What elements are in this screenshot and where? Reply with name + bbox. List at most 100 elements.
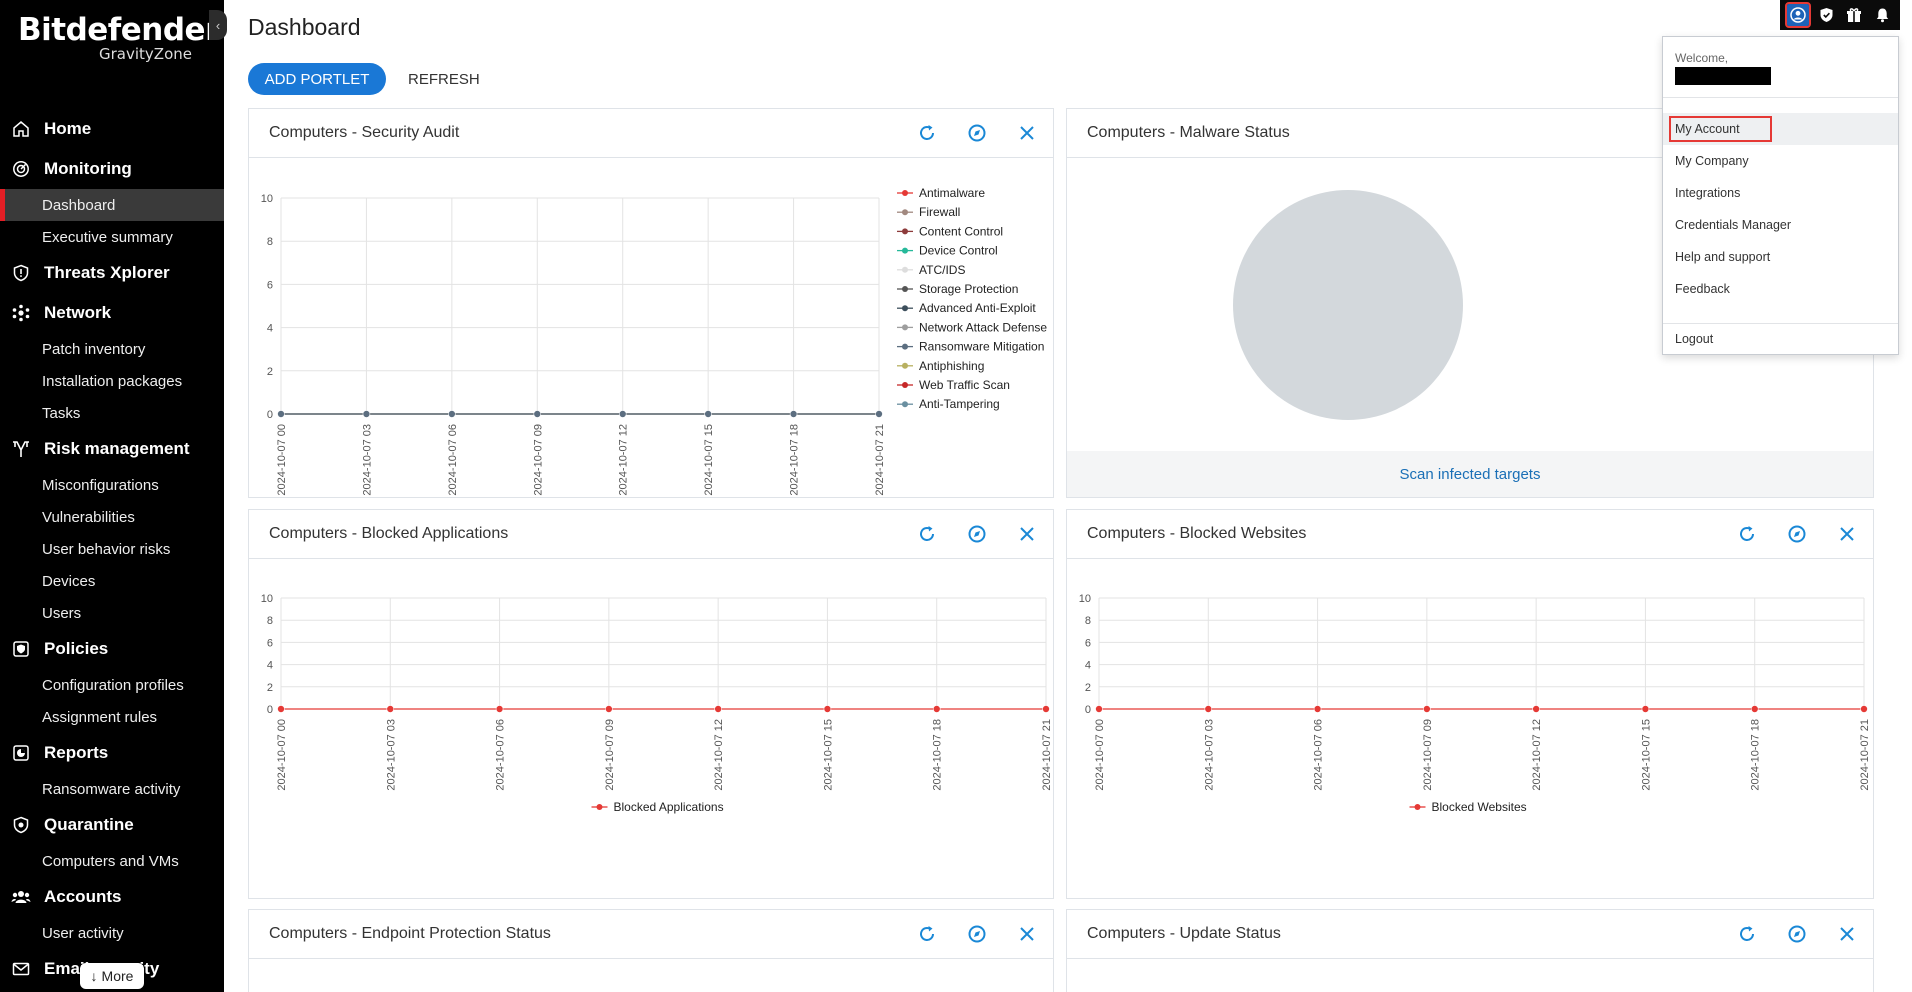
sidebar-item-vulnerabilities[interactable]: Vulnerabilities xyxy=(42,508,135,526)
settings-icon[interactable] xyxy=(1785,922,1809,946)
menu-item-feedback[interactable]: Feedback xyxy=(1675,282,1730,296)
sidebar-item-devices[interactable]: Devices xyxy=(42,572,96,590)
data-point[interactable] xyxy=(533,410,542,418)
data-point[interactable] xyxy=(704,410,712,418)
data-point[interactable] xyxy=(386,705,395,713)
close-icon[interactable] xyxy=(1835,922,1859,946)
legend-item-storage-protection[interactable]: Storage Protection xyxy=(897,282,1018,296)
sidebar-item-computers-and-vms[interactable]: Computers and VMs xyxy=(42,852,179,870)
legend-item-ransomware-mitigation[interactable]: Ransomware Mitigation xyxy=(897,340,1044,354)
legend-label: Anti-Tampering xyxy=(919,397,1000,411)
sidebar-item-user-behavior-risks[interactable]: User behavior risks xyxy=(42,540,171,558)
sidebar-item-dashboard[interactable]: Dashboard xyxy=(0,189,224,221)
user-icon[interactable] xyxy=(1785,2,1811,28)
portlet-endpoint-protection-status: Computers - Endpoint Protection Status xyxy=(248,909,1054,992)
menu-item-my-company[interactable]: My Company xyxy=(1675,154,1749,168)
data-point[interactable] xyxy=(605,705,613,713)
add-portlet-button[interactable]: ADD PORTLET xyxy=(248,63,386,95)
legend-item-anti-tampering[interactable]: Anti-Tampering xyxy=(897,397,1000,411)
legend-item-atc-ids[interactable]: ATC/IDS xyxy=(897,263,965,277)
sidebar-section-accounts[interactable]: Accounts xyxy=(0,877,224,917)
refresh-icon[interactable] xyxy=(915,121,939,145)
sidebar-item-ransomware-activity[interactable]: Ransomware activity xyxy=(42,780,181,798)
menu-item-help-and-support[interactable]: Help and support xyxy=(1675,250,1771,264)
refresh-icon[interactable] xyxy=(1735,522,1759,546)
settings-icon[interactable] xyxy=(965,922,989,946)
menu-item-integrations[interactable]: Integrations xyxy=(1675,186,1741,200)
sidebar-section-network[interactable]: Network xyxy=(0,293,224,333)
sidebar-section-policies[interactable]: Policies xyxy=(0,629,224,669)
data-point[interactable] xyxy=(1860,705,1868,713)
refresh-icon[interactable] xyxy=(915,922,939,946)
legend-label: Device Control xyxy=(919,244,998,258)
settings-icon[interactable] xyxy=(965,522,989,546)
sidebar-item-users[interactable]: Users xyxy=(42,604,82,622)
legend-item-advanced-anti-exploit[interactable]: Advanced Anti-Exploit xyxy=(897,301,1036,315)
data-point[interactable] xyxy=(1423,705,1431,713)
legend-item-blocked-applications[interactable]: Blocked Applications xyxy=(591,800,724,814)
menu-item-credentials-manager[interactable]: Credentials Manager xyxy=(1675,218,1792,232)
close-icon[interactable] xyxy=(1015,922,1039,946)
refresh-icon[interactable] xyxy=(915,522,939,546)
pie-slice[interactable] xyxy=(1233,190,1463,420)
data-point[interactable] xyxy=(823,705,832,713)
legend-item-antiphishing[interactable]: Antiphishing xyxy=(897,359,984,373)
data-point[interactable] xyxy=(932,705,941,713)
sidebar-item-misconfigurations[interactable]: Misconfigurations xyxy=(42,476,159,494)
sidebar-section-threats-xplorer[interactable]: Threats Xplorer xyxy=(0,253,224,293)
data-point[interactable] xyxy=(1750,705,1759,713)
scan-infected-targets-link[interactable]: Scan infected targets xyxy=(1067,451,1873,497)
menu-item-my-account[interactable]: My Account xyxy=(1663,113,1898,145)
legend-item-web-traffic-scan[interactable]: Web Traffic Scan xyxy=(897,378,1010,392)
x-tick-label: 2024-10-07 18 xyxy=(932,719,944,791)
data-point[interactable] xyxy=(277,410,285,418)
data-point[interactable] xyxy=(789,410,798,418)
sidebar-item-executive-summary[interactable]: Executive summary xyxy=(42,228,173,246)
shield-check-icon[interactable] xyxy=(1815,4,1837,26)
sidebar-item-user-activity[interactable]: User activity xyxy=(42,924,124,942)
legend-item-firewall[interactable]: Firewall xyxy=(897,205,960,219)
data-point[interactable] xyxy=(875,410,883,418)
data-point[interactable] xyxy=(277,705,285,713)
sidebar-item-patch-inventory[interactable]: Patch inventory xyxy=(42,340,146,358)
data-point[interactable] xyxy=(448,410,456,418)
sidebar-item-assignment-rules[interactable]: Assignment rules xyxy=(42,708,158,726)
settings-icon[interactable] xyxy=(1785,522,1809,546)
data-point[interactable] xyxy=(714,705,722,713)
sidebar-section-risk-management[interactable]: Risk management xyxy=(0,429,224,469)
menu-item-logout[interactable]: Logout xyxy=(1675,332,1714,346)
close-icon[interactable] xyxy=(1015,121,1039,145)
data-point[interactable] xyxy=(495,705,504,713)
sidebar-section-reports[interactable]: Reports xyxy=(0,733,224,773)
data-point[interactable] xyxy=(1095,705,1103,713)
legend-item-antimalware[interactable]: Antimalware xyxy=(897,186,985,200)
data-point[interactable] xyxy=(1042,705,1050,713)
sidebar-section-quarantine[interactable]: Quarantine xyxy=(0,805,224,845)
bell-icon[interactable] xyxy=(1871,4,1893,26)
legend-item-content-control[interactable]: Content Control xyxy=(897,224,1003,238)
legend-item-network-attack-defense[interactable]: Network Attack Defense xyxy=(897,320,1047,334)
logo[interactable]: Bitdefender GravityZone xyxy=(18,12,220,63)
close-icon[interactable] xyxy=(1835,522,1859,546)
data-point[interactable] xyxy=(618,410,627,418)
data-point[interactable] xyxy=(1313,705,1322,713)
gift-icon[interactable] xyxy=(1843,4,1865,26)
settings-icon[interactable] xyxy=(965,121,989,145)
close-icon[interactable] xyxy=(1015,522,1039,546)
refresh-icon[interactable] xyxy=(1735,922,1759,946)
refresh-button[interactable]: REFRESH xyxy=(408,70,480,88)
sidebar-item-tasks[interactable]: Tasks xyxy=(42,404,81,422)
legend-item-blocked-websites[interactable]: Blocked Websites xyxy=(1409,800,1527,814)
more-button[interactable]: ↓ More xyxy=(80,963,144,989)
sidebar-item-installation-packages[interactable]: Installation packages xyxy=(42,372,183,390)
data-point[interactable] xyxy=(1204,705,1213,713)
sidebar-section-home[interactable]: Home xyxy=(0,109,224,149)
collapse-sidebar-button[interactable]: ‹ xyxy=(209,10,227,40)
sidebar-item-configuration-profiles[interactable]: Configuration profiles xyxy=(42,676,184,694)
sidebar-section-monitoring[interactable]: Monitoring xyxy=(0,149,224,189)
legend-label: Content Control xyxy=(919,224,1003,238)
data-point[interactable] xyxy=(1641,705,1650,713)
legend-item-device-control[interactable]: Device Control xyxy=(897,244,998,258)
data-point[interactable] xyxy=(362,410,371,418)
data-point[interactable] xyxy=(1532,705,1540,713)
